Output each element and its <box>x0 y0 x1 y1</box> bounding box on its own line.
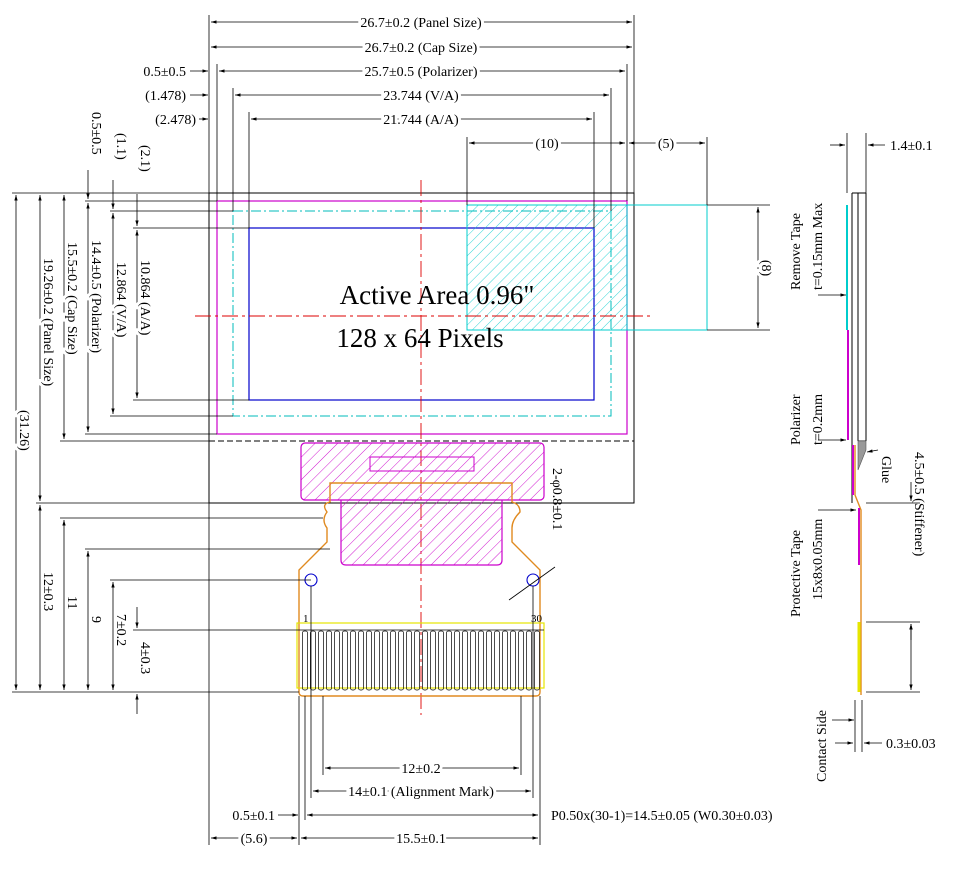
contact-pin <box>422 630 428 691</box>
active-area-title: Active Area 0.96" <box>340 280 535 310</box>
top-dimensions: 26.7±0.2 (Panel Size) 26.7±0.2 (Cap Size… <box>143 13 776 331</box>
aa-height-dim: 10.864 (A/A) <box>137 260 152 336</box>
contact-pin <box>398 630 404 691</box>
contact-pin <box>494 630 500 691</box>
contact-side-label: Contact Side <box>815 710 830 782</box>
contact-pin <box>374 630 380 691</box>
contact-pin <box>534 630 540 691</box>
pin-last-label: 30 <box>531 613 543 625</box>
protective-tape-label-2: 15x8x0.05mm <box>811 519 826 600</box>
fpc-offset-dim: (5.6) <box>241 832 268 847</box>
tape-8-dim: (8) <box>758 260 773 277</box>
contact-pin <box>430 630 436 691</box>
viewing-area-outline <box>232 210 612 417</box>
stiffener-hatch <box>340 500 503 566</box>
contact-area <box>296 622 545 689</box>
cap-size-dim: 26.7±0.2 (Cap Size) <box>365 41 478 56</box>
remove-tape-outline <box>466 204 708 331</box>
remove-tape-label-2: t=0.15mm Max <box>811 203 826 290</box>
pol-vertical-offset: 0.5±0.5 <box>88 112 103 155</box>
left-dimensions: 0.5±0.5 (1.1) (2.1) 10.864 (A/A) 12.864 … <box>12 112 330 714</box>
contact-pin <box>406 630 412 691</box>
va-height-dim: 12.864 (V/A) <box>113 262 128 338</box>
tape-5-dim: (5) <box>658 137 675 152</box>
contact-pin <box>470 630 476 691</box>
va-dim: 23.744 (V/A) <box>383 89 459 104</box>
aa-vertical-offset: (2.1) <box>137 145 152 172</box>
pixel-count-title: 128 x 64 Pixels <box>336 323 503 353</box>
glue-label: Glue <box>878 456 893 483</box>
contact-pin <box>350 630 356 691</box>
pad-12-dim: 12±0.2 <box>401 762 440 777</box>
contact-pin <box>342 630 348 691</box>
protective-tape-label-1: Protective Tape <box>789 530 804 617</box>
contact-pin <box>302 630 308 691</box>
cap-height-dim: 15.5±0.2 (Cap Size) <box>64 242 79 355</box>
contact-pin <box>318 630 324 691</box>
pin-first-label: 1 <box>303 613 309 625</box>
contact-pin <box>382 630 388 691</box>
contact-pin <box>502 630 508 691</box>
pol-height-dim: 14.4±0.5 (Polarizer) <box>88 240 103 353</box>
polarizer-label-1: Polarizer <box>789 394 804 445</box>
contact-pin <box>438 630 444 691</box>
contact-pin <box>518 630 524 691</box>
pin-array <box>302 630 540 691</box>
side-thickness-dim: 1.4±0.1 <box>890 139 933 154</box>
front-view: Active Area 0.96" 128 x 64 Pixels 1 30 2… <box>195 180 708 715</box>
va-offset-dim: (1.478) <box>145 89 186 104</box>
tape-10-dim: (10) <box>535 137 559 152</box>
contact-pin <box>414 630 420 691</box>
fpc-outline <box>298 482 541 697</box>
contact-pin <box>390 630 396 691</box>
contact-pin <box>454 630 460 691</box>
polarizer-label-2: t=0.2mm <box>811 394 826 445</box>
contact-pin <box>358 630 364 691</box>
contact-pin <box>478 630 484 691</box>
panel-size-dim: 26.7±0.2 (Panel Size) <box>360 16 482 31</box>
fpc-11-dim: 11 <box>64 596 79 609</box>
stiffener-dim: 4.5±0.5 (Stiffener) <box>911 452 926 557</box>
panel-height-dim: 19.26±0.2 (Panel Size) <box>40 258 55 387</box>
remove-tape-hatch <box>466 204 628 331</box>
driver-ic <box>369 456 475 472</box>
hole-label: 2-φ0.8±0.1 <box>549 468 564 530</box>
total-height-dim: (31.26) <box>16 410 31 451</box>
alignment-mark-dim: 14±0.1 (Alignment Mark) <box>348 785 494 800</box>
remove-tape-label-1: Remove Tape <box>789 213 804 290</box>
contact-pin <box>462 630 468 691</box>
polarizer-offset-dim: 0.5±0.5 <box>143 65 186 80</box>
contact-pin <box>510 630 516 691</box>
bottom-dimensions: 12±0.2 14±0.1 (Alignment Mark) 0.5±0.1 P… <box>208 503 773 850</box>
contact-thickness-dim: 0.3±0.03 <box>886 737 936 752</box>
edge-05-dim: 0.5±0.1 <box>232 809 275 824</box>
side-view: 1.4±0.1 Remove Tape t=0.15mm Max Polariz… <box>789 133 936 782</box>
polarizer-dim: 25.7±0.5 (Polarizer) <box>364 65 477 80</box>
contact-pin <box>334 630 340 691</box>
aa-dim: 21.744 (A/A) <box>383 113 459 128</box>
hole-leader <box>508 566 556 601</box>
va-vertical-offset: (1.1) <box>113 133 128 160</box>
fpc-width-dim: 15.5±0.1 <box>396 832 446 847</box>
pitch-dim: P0.50x(30-1)=14.5±0.05 (W0.30±0.03) <box>551 809 773 824</box>
contact-pin <box>526 630 532 691</box>
contact-pin <box>366 630 372 691</box>
contact-pin <box>326 630 332 691</box>
contact-pin <box>310 630 316 691</box>
fpc-12-dim: 12±0.3 <box>40 572 55 611</box>
aa-offset-dim: (2.478) <box>155 113 196 128</box>
contact-pin <box>446 630 452 691</box>
fpc-7-dim: 7±0.2 <box>113 614 128 646</box>
contact-pin <box>486 630 492 691</box>
fpc-9-dim: 9 <box>88 616 103 623</box>
fpc-4-dim: 4±0.3 <box>137 642 152 674</box>
